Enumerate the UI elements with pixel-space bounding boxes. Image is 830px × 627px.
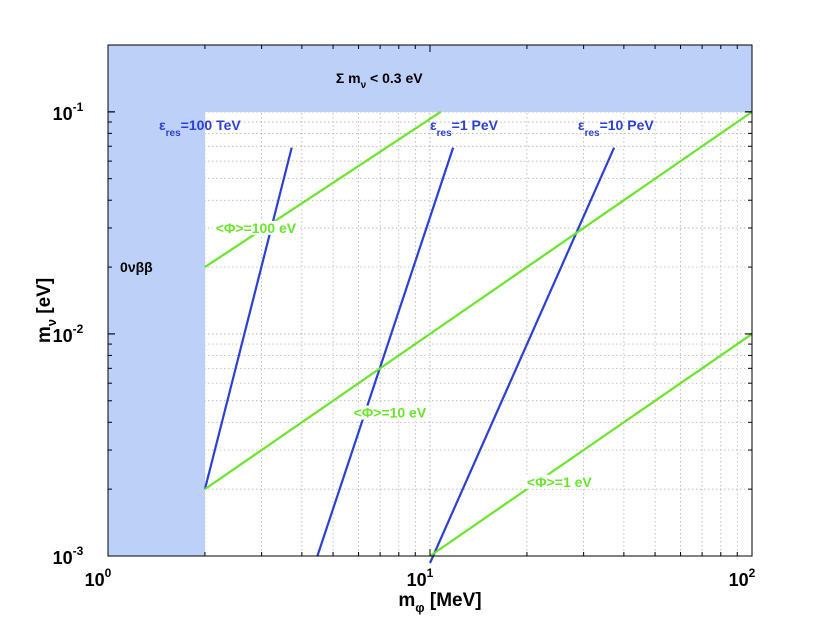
epsilon-label-sub: res (585, 128, 600, 139)
grid (108, 45, 752, 556)
region-label-rest: < 0.3 eV (366, 70, 423, 86)
x-tick-label: 101 (407, 566, 434, 590)
x-tick-base: 10 (85, 570, 105, 590)
epsilon-label-value: =100 TeV (181, 117, 242, 133)
epsilon-label-1: εres=1 PeV (430, 117, 499, 139)
y-tick-label: 10-1 (53, 100, 84, 124)
y-tick-exponent: -2 (73, 322, 84, 336)
y-tick-label: 10-2 (53, 322, 84, 346)
y-axis-label: mν [eV] (34, 278, 59, 343)
phi-label-4: <Φ>=10 eV (354, 405, 427, 421)
epsilon-label-value: =10 PeV (600, 117, 655, 133)
x-tick-exponent: 2 (749, 566, 756, 580)
y-tick-base: 10 (53, 326, 73, 346)
phi-label-background (350, 405, 430, 420)
x-tick-exponent: 0 (105, 566, 112, 580)
x-tick-exponent: 1 (427, 566, 434, 580)
region-label-sum-mnu: Σ mν < 0.3 eV (336, 70, 423, 91)
y-tick-exponent: -3 (73, 544, 84, 558)
epsilon-label-symbol: ε (578, 117, 585, 133)
epsilon-label-sub: res (166, 128, 181, 139)
x-tick-label: 102 (729, 566, 756, 590)
phi-line-4 (204, 110, 753, 491)
x-axis-label: mφ [MeV] (398, 590, 481, 615)
region-label-0vbb: 0νββ (120, 259, 153, 275)
phi-label-3: <Φ>=100 eV (216, 220, 297, 236)
x-axis-label-sub: φ (415, 600, 424, 615)
phi-label-5: <Φ>=1 eV (527, 474, 592, 490)
y-axis-label-sub: ν (44, 319, 59, 326)
y-axis-label-unit: [eV] (34, 278, 55, 319)
x-tick-base: 10 (729, 570, 749, 590)
y-tick-base: 10 (53, 104, 73, 124)
region-label-sub: ν (361, 80, 367, 91)
y-tick-exponent: -1 (73, 100, 84, 114)
y-tick-base: 10 (53, 548, 73, 568)
epsilon-label-symbol: ε (430, 117, 437, 133)
epsilon-label-2: εres=10 PeV (578, 117, 654, 139)
epsilon-line-0 (203, 147, 293, 490)
epsilon-label-0: εres=100 TeV (159, 117, 241, 139)
epsilon-line-2 (428, 147, 616, 564)
axes-frame (107, 44, 753, 557)
series-lines (203, 110, 753, 564)
epsilon-label-symbol: ε (159, 117, 166, 133)
epsilon-label-sub: res (437, 128, 452, 139)
epsilon-line-1 (316, 147, 455, 557)
excluded-region-1 (108, 45, 752, 112)
phi-label-background (212, 220, 300, 235)
x-axis-label-unit: [MeV] (425, 590, 482, 611)
epsilon-label-value: =1 PeV (452, 117, 499, 133)
excluded-region-0 (108, 45, 205, 556)
phi-line-3 (204, 110, 442, 268)
phi-label-background (523, 474, 596, 489)
y-axis-label-main: m (34, 326, 55, 343)
x-tick-label: 100 (85, 566, 112, 590)
x-axis-label-main: m (398, 590, 415, 611)
y-tick-label: 10-3 (53, 544, 84, 568)
region-label-sigma: Σ m (336, 70, 361, 86)
phi-line-5 (429, 333, 753, 557)
x-tick-base: 10 (407, 570, 427, 590)
